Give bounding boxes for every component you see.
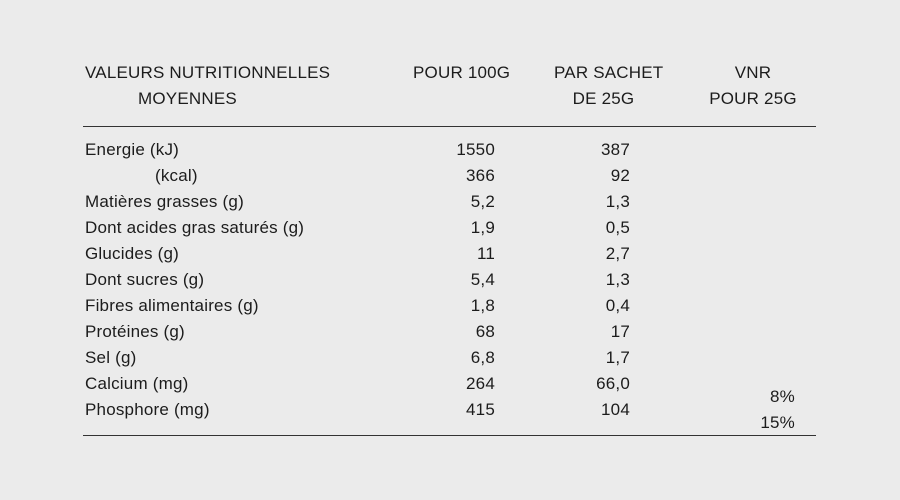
row-label: Sel (g) — [85, 348, 137, 367]
table-row: Protéines (g) 68 17 — [83, 319, 816, 345]
table-row: Matières grasses (g) 5,2 1,3 — [83, 189, 816, 215]
value-sachet: 92 — [610, 166, 630, 185]
value-per100g: 366 — [466, 166, 495, 185]
value-vnr — [653, 163, 816, 189]
header-col-label: VALEURS NUTRITIONNELLES MOYENNES — [83, 60, 413, 112]
value-per100g: 5,2 — [470, 192, 495, 211]
value-vnr: 15% — [653, 397, 816, 432]
row-label: Matières grasses (g) — [85, 192, 244, 211]
row-label: Glucides (g) — [85, 244, 180, 263]
header-label-line1: VALEURS NUTRITIONNELLES — [85, 63, 331, 82]
table-row: Phosphore (mg) 415 104 15% — [83, 397, 816, 432]
value-sachet: 1,7 — [605, 348, 630, 367]
row-label: Calcium (mg) — [85, 374, 189, 393]
nutrition-table: VALEURS NUTRITIONNELLES MOYENNES POUR 10… — [83, 0, 816, 436]
value-sachet: 1,3 — [605, 270, 630, 289]
header-label-line2: MOYENNES — [138, 89, 237, 108]
table-row: Dont acides gras saturés (g) 1,9 0,5 — [83, 215, 816, 241]
value-per100g: 68 — [475, 322, 495, 341]
value-per100g: 6,8 — [470, 348, 495, 367]
row-label: Fibres alimentaires (g) — [85, 296, 259, 315]
table-row: Calcium (mg) 264 66,0 8% — [83, 371, 816, 406]
value-vnr — [653, 189, 816, 215]
value-per100g: 11 — [476, 244, 495, 263]
table-row: Sel (g) 6,8 1,7 — [83, 345, 816, 371]
table-row: (kcal) 366 92 — [83, 163, 816, 189]
value-vnr — [653, 215, 816, 241]
value-sachet: 17 — [610, 322, 630, 341]
table-row: Glucides (g) 11 2,7 — [83, 241, 816, 267]
value-vnr — [653, 319, 816, 345]
value-per100g: 415 — [466, 400, 495, 419]
vnr-percent: 8% — [770, 387, 795, 406]
row-label: (kcal) — [155, 166, 198, 185]
value-sachet: 66,0 — [596, 374, 630, 393]
header-sachet-line1: PAR SACHET — [554, 63, 664, 82]
value-vnr — [653, 293, 816, 319]
value-per100g: 1550 — [456, 140, 495, 159]
value-vnr — [653, 241, 816, 267]
header-col-vnr: VNR POUR 25G — [653, 60, 816, 112]
value-vnr — [653, 345, 816, 371]
value-sachet: 0,5 — [605, 218, 630, 237]
value-sachet: 1,3 — [605, 192, 630, 211]
row-label: Protéines (g) — [85, 322, 185, 341]
row-label: Phosphore (mg) — [85, 400, 210, 419]
table-body: Energie (kJ) 1550 387 (kcal) 366 92 Mati… — [83, 127, 816, 436]
value-vnr — [653, 137, 816, 163]
value-sachet: 104 — [601, 400, 630, 419]
table-header: VALEURS NUTRITIONNELLES MOYENNES POUR 10… — [83, 60, 816, 127]
value-per100g: 264 — [466, 374, 495, 393]
value-sachet: 387 — [601, 140, 630, 159]
vnr-percent: 15% — [760, 413, 795, 432]
value-per100g: 1,8 — [470, 296, 495, 315]
row-label: Energie (kJ) — [85, 140, 180, 159]
value-sachet: 0,4 — [605, 296, 630, 315]
table-row: Energie (kJ) 1550 387 — [83, 137, 816, 163]
value-per100g: 1,9 — [470, 218, 495, 237]
header-col-sachet: PAR SACHET DE 25G — [508, 60, 664, 112]
header-vnr-line1: VNR — [734, 63, 772, 82]
row-label: Dont acides gras saturés (g) — [85, 218, 305, 237]
value-vnr — [653, 267, 816, 293]
header-sachet-line2: DE 25G — [572, 89, 635, 108]
table-row: Fibres alimentaires (g) 1,8 0,4 — [83, 293, 816, 319]
row-label: Dont sucres (g) — [85, 270, 205, 289]
value-vnr: 8% — [653, 371, 816, 406]
header-vnr-line2: POUR 25G — [709, 89, 797, 108]
value-sachet: 2,7 — [605, 244, 630, 263]
table-row: Dont sucres (g) 5,4 1,3 — [83, 267, 816, 293]
header-col-per100g: POUR 100G — [413, 60, 511, 112]
value-per100g: 5,4 — [470, 270, 495, 289]
header-per100g-line1: POUR 100G — [413, 63, 511, 82]
